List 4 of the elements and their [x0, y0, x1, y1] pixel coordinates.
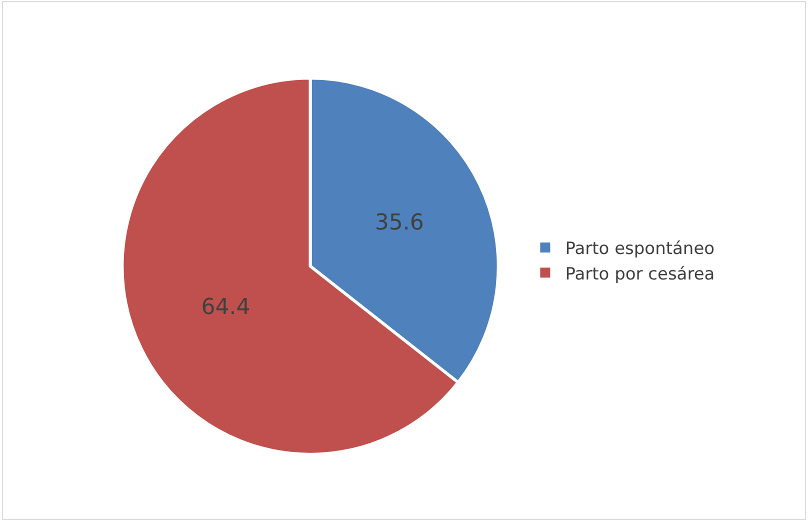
data-label: 35.6 [374, 210, 424, 236]
legend-label: Parto espontáneo [565, 239, 715, 260]
data-label: 64.4 [201, 294, 250, 320]
legend-label: Parto por cesárea [565, 264, 715, 284]
